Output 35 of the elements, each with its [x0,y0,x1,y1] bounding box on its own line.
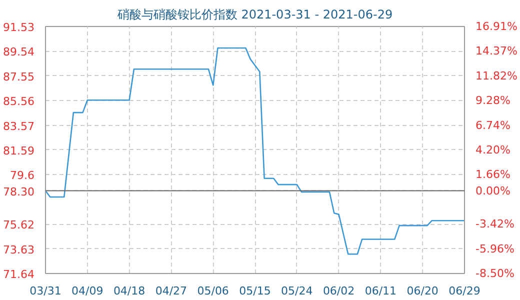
y-tick-label: 87.55 [3,70,35,84]
y2-tick-label: 14.37% [476,44,518,58]
x-tick-label: 05/15 [239,284,271,298]
y2-tick-label: 11.82% [476,69,518,82]
line-series [46,47,464,255]
x-tick-label: 06/02 [322,284,355,298]
y2-tick-label: -3.42% [476,218,514,231]
y2-tick-label: 1.66% [476,168,510,182]
y-tick-label: 79.6 [10,169,35,182]
x-tick-label: 06/11 [364,284,397,298]
y-tick-label: 75.62 [3,218,35,232]
x-tick-label: 06/29 [448,284,480,298]
x-tick-label: 04/09 [72,284,104,298]
x-tick-label: 06/20 [406,284,438,298]
x-tick-label: 05/24 [281,284,313,298]
y-tick-label: 91.53 [3,21,35,34]
y2-tick-label: 16.91% [476,20,518,33]
y2-tick-label: -8.50% [476,267,514,280]
y-tick-label: 78.30 [3,185,35,198]
y-tick-label: 85.56 [3,95,35,108]
y2-tick-label: 6.74% [476,118,510,132]
x-tick-label: 05/06 [197,284,229,298]
y-tick-label: 73.63 [3,243,35,256]
y2-tick-label: 0.00% [476,184,510,198]
y-tick-label: 71.64 [3,268,35,281]
y2-tick-label: 9.28% [476,94,510,108]
y-tick-label: 81.59 [3,144,35,158]
chart-title: 硝酸与硝酸铵比价指数 2021-03-31 - 2021-06-29 [116,8,393,22]
y2-tick-label: 4.20% [476,144,510,157]
x-tick-label: 04/18 [113,284,146,298]
y2-tick-label: -5.96% [476,242,514,256]
x-tick-label: 04/27 [155,284,188,298]
x-tick-label: 03/31 [30,284,62,298]
y-tick-label: 89.54 [3,46,35,59]
y-tick-label: 83.57 [3,120,35,133]
